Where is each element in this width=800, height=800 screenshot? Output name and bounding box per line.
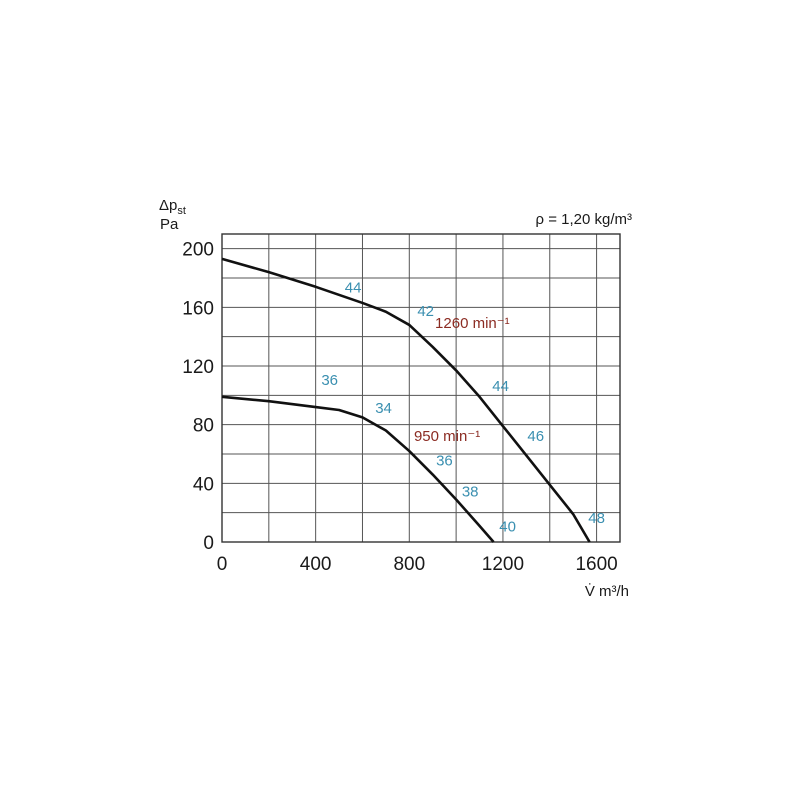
chart-curves bbox=[221, 257, 591, 543]
y-tick-label: 200 bbox=[182, 240, 214, 261]
noise-level-label: 40 bbox=[499, 519, 516, 536]
y-tick-label: 160 bbox=[182, 298, 214, 319]
noise-level-label: 38 bbox=[462, 484, 479, 501]
y-axis-unit: Pa bbox=[160, 216, 179, 233]
y-tick-label: 120 bbox=[182, 357, 214, 378]
noise-level-label: 46 bbox=[527, 428, 544, 445]
noise-level-label: 48 bbox=[588, 510, 605, 527]
noise-level-label: 44 bbox=[492, 378, 509, 395]
y-tick-label: 0 bbox=[203, 533, 214, 554]
series-line bbox=[221, 395, 495, 543]
x-tick-label: 1200 bbox=[482, 554, 524, 575]
y-tick-label: 40 bbox=[193, 474, 214, 495]
plot-frame bbox=[221, 233, 621, 543]
x-tick-label: 1600 bbox=[575, 554, 617, 575]
speed-labels: 1260 min⁻¹ 950 min⁻¹ bbox=[414, 315, 510, 445]
x-tick-labels: 0 400 800 1200 1600 bbox=[217, 554, 618, 575]
y-axis-symbol: Δpst bbox=[159, 197, 186, 217]
noise-level-label: 42 bbox=[417, 303, 434, 320]
x-tick-label: 800 bbox=[393, 554, 425, 575]
x-axis-label: V̇ m³/h bbox=[585, 583, 629, 600]
chart-grid bbox=[221, 233, 621, 543]
y-axis-symbol-main: Δp bbox=[159, 197, 177, 214]
speed-label: 1260 min⁻¹ bbox=[435, 315, 510, 332]
noise-level-label: 34 bbox=[375, 400, 392, 417]
x-tick-label: 400 bbox=[300, 554, 332, 575]
y-tick-label: 80 bbox=[193, 416, 214, 437]
speed-label: 950 min⁻¹ bbox=[414, 428, 480, 445]
noise-level-label: 44 bbox=[345, 280, 362, 297]
noise-level-label: 36 bbox=[436, 453, 453, 470]
noise-level-label: 36 bbox=[321, 372, 338, 389]
noise-level-labels: 44 42 44 46 48 36 34 36 38 40 bbox=[321, 280, 605, 536]
x-tick-label: 0 bbox=[217, 554, 228, 575]
series-line bbox=[221, 257, 591, 543]
density-note: ρ = 1,20 kg/m³ bbox=[536, 211, 633, 228]
y-axis-symbol-subscript: st bbox=[177, 205, 186, 217]
y-tick-labels: 0 40 80 120 160 200 bbox=[182, 240, 214, 554]
